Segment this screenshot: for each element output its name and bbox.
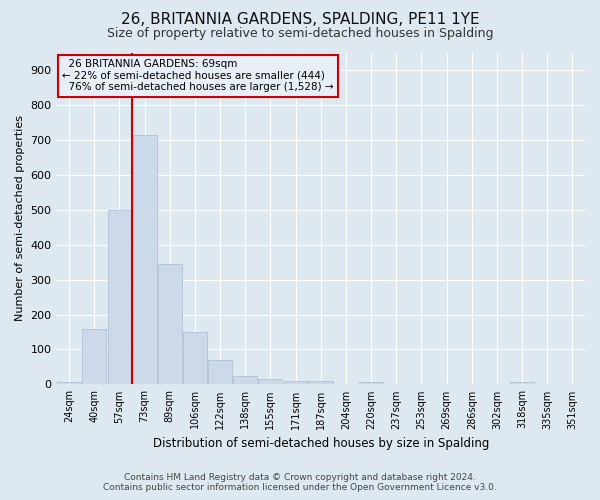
Text: Size of property relative to semi-detached houses in Spalding: Size of property relative to semi-detach… [107, 28, 493, 40]
Bar [284, 381, 308, 384]
Bar [158, 264, 182, 384]
Text: 26, BRITANNIA GARDENS, SPALDING, PE11 1YE: 26, BRITANNIA GARDENS, SPALDING, PE11 1Y… [121, 12, 479, 28]
Bar [82, 328, 106, 384]
Bar [233, 376, 257, 384]
Bar [208, 360, 232, 384]
Bar [57, 382, 81, 384]
Bar [107, 210, 131, 384]
Bar [510, 382, 534, 384]
X-axis label: Distribution of semi-detached houses by size in Spalding: Distribution of semi-detached houses by … [152, 437, 489, 450]
Bar [359, 382, 383, 384]
Bar [133, 134, 157, 384]
Bar [309, 381, 333, 384]
Bar [259, 379, 283, 384]
Bar [183, 332, 207, 384]
Text: Contains HM Land Registry data © Crown copyright and database right 2024.
Contai: Contains HM Land Registry data © Crown c… [103, 473, 497, 492]
Y-axis label: Number of semi-detached properties: Number of semi-detached properties [15, 116, 25, 322]
Text: 26 BRITANNIA GARDENS: 69sqm
← 22% of semi-detached houses are smaller (444)
  76: 26 BRITANNIA GARDENS: 69sqm ← 22% of sem… [62, 59, 334, 92]
